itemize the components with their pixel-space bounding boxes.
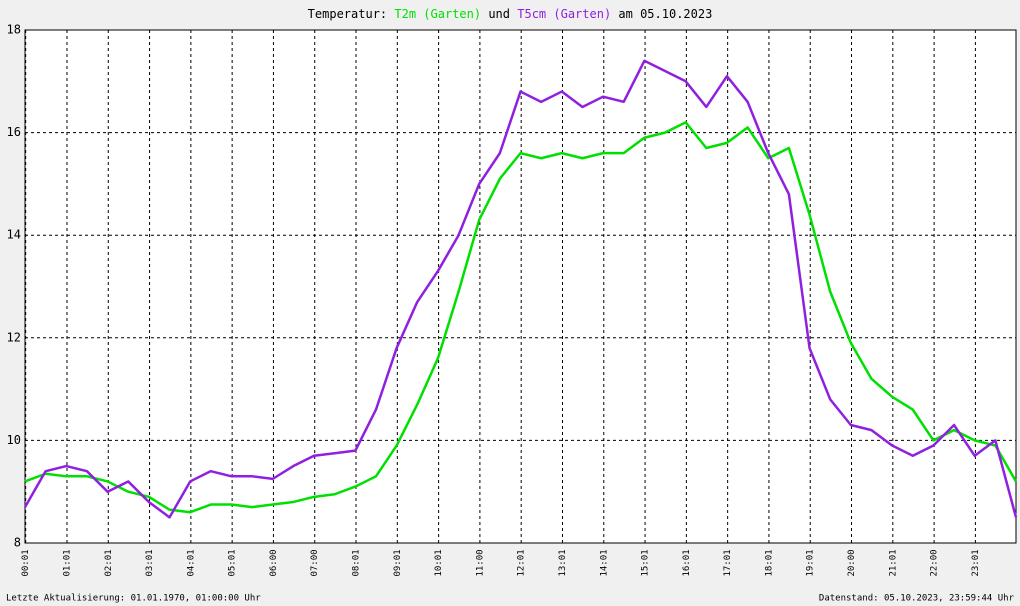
x-tick-label: 18:01 <box>764 549 774 576</box>
series-line <box>24 121 1018 514</box>
x-tick-label: 07:00 <box>310 549 320 576</box>
plot-area <box>24 29 1017 544</box>
x-tick-label: 20:00 <box>847 549 857 576</box>
chart-title: Temperatur: T2m (Garten) und T5cm (Garte… <box>308 7 713 21</box>
x-tick-label: 04:01 <box>186 549 196 576</box>
y-tick-label: 16 <box>7 125 21 139</box>
x-tick-label: 11:00 <box>475 549 485 576</box>
y-tick-label: 8 <box>14 536 21 550</box>
x-tick-label: 16:01 <box>682 549 692 576</box>
footer-left: Letzte Aktualisierung: 01.01.1970, 01:00… <box>6 594 261 604</box>
x-tick-label: 09:01 <box>393 549 403 576</box>
y-tick-label: 18 <box>7 23 21 37</box>
x-tick-label: 00:01 <box>21 549 31 576</box>
legend-entry: T5cm (Garten) <box>517 7 611 21</box>
x-tick-label: 06:00 <box>269 549 279 576</box>
x-tick-label: 12:01 <box>517 549 527 576</box>
legend-entry: T2m (Garten) <box>394 7 481 21</box>
x-tick-label: 10:01 <box>434 549 444 576</box>
x-tick-label: 17:01 <box>723 549 733 576</box>
x-tick-label: 02:01 <box>104 549 114 576</box>
x-tick-label: 19:01 <box>806 549 816 576</box>
y-tick-label: 14 <box>7 228 21 242</box>
y-tick-label: 12 <box>7 330 21 344</box>
x-tick-label: 03:01 <box>145 549 155 576</box>
x-tick-label: 14:01 <box>599 549 609 576</box>
x-tick-label: 08:01 <box>352 549 362 576</box>
title-part: Temperatur: <box>308 7 387 21</box>
x-tick-label: 15:01 <box>641 549 651 576</box>
footer-right: Datenstand: 05.10.2023, 23:59:44 Uhr <box>819 594 1015 604</box>
x-tick-label: 05:01 <box>228 549 238 576</box>
title-part: und <box>488 7 510 21</box>
y-tick-label: 10 <box>7 433 21 447</box>
series-line <box>23 59 1018 519</box>
x-tick-label: 13:01 <box>558 549 568 576</box>
title-part: am 05.10.2023 <box>618 7 712 21</box>
x-tick-label: 22:00 <box>930 549 940 576</box>
x-tick-label: 23:01 <box>971 549 981 576</box>
x-tick-label: 21:01 <box>888 549 898 576</box>
x-tick-label: 01:01 <box>62 549 72 576</box>
